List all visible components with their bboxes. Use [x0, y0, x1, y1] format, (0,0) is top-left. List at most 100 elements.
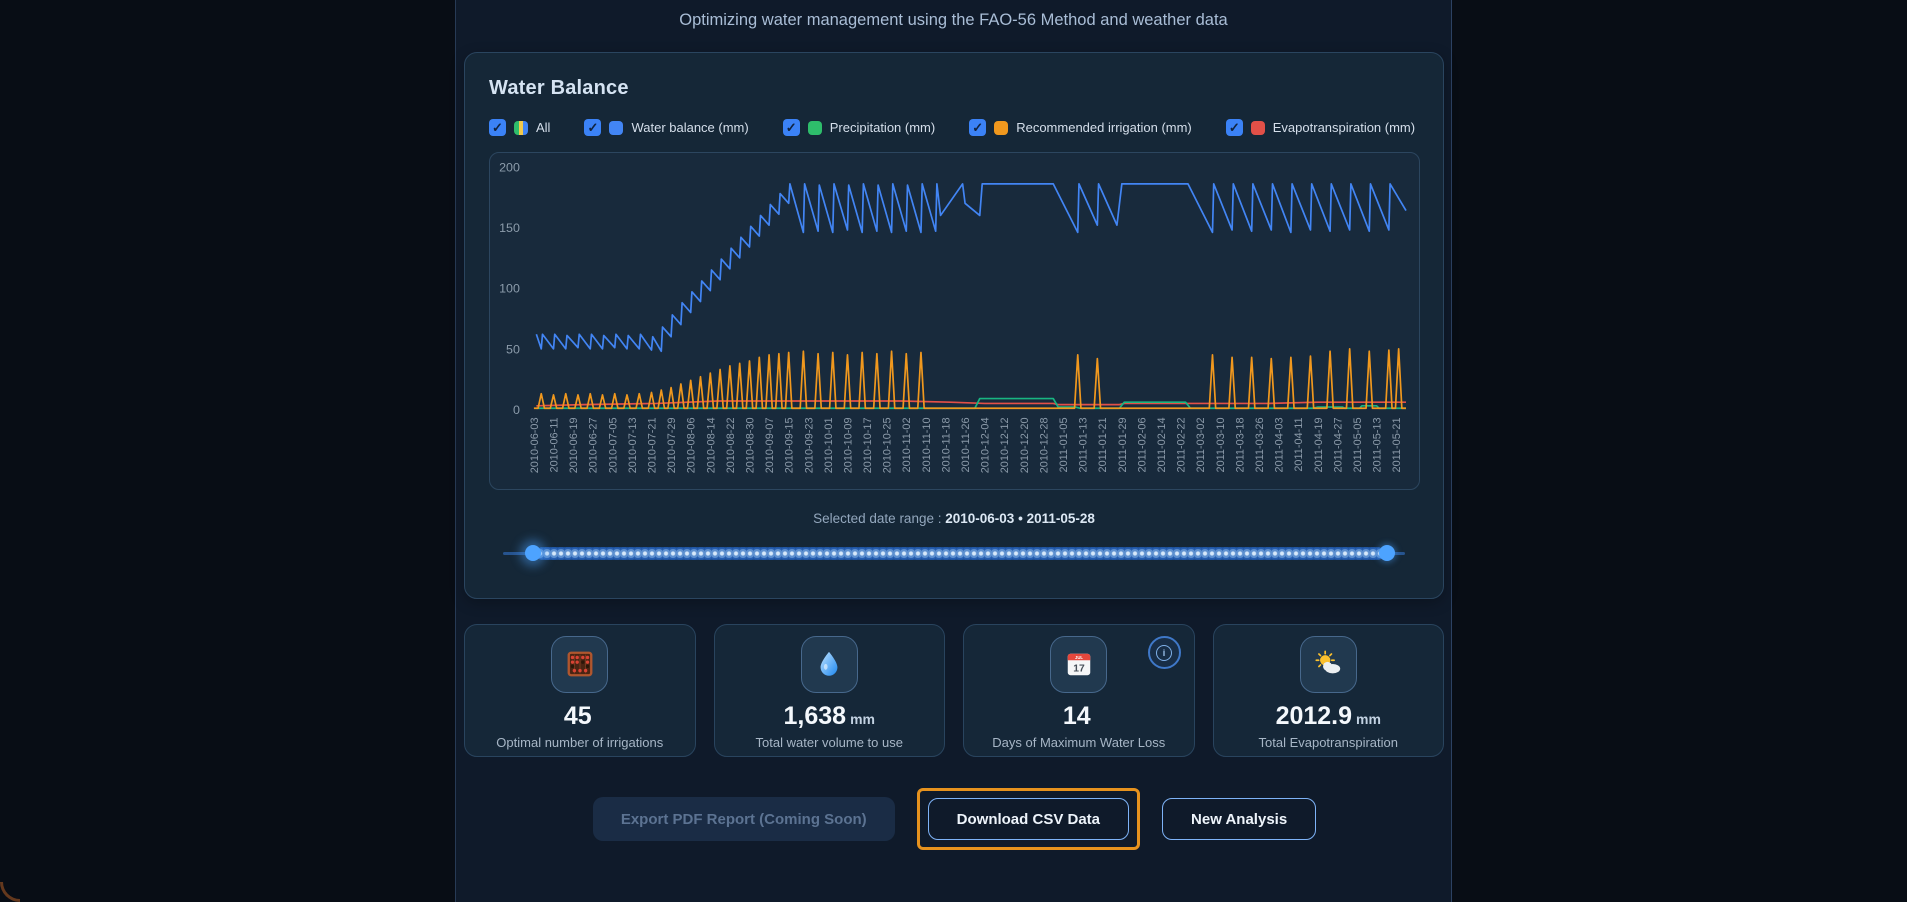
legend-item-evapotranspiration[interactable]: ✓ Evapotranspiration (mm): [1225, 119, 1416, 136]
svg-text:2010-10-01: 2010-10-01: [823, 417, 835, 473]
svg-text:150: 150: [499, 221, 520, 235]
svg-text:2010-11-10: 2010-11-10: [921, 417, 933, 472]
date-range-slider[interactable]: [503, 542, 1405, 564]
checkbox-recommended-irrigation[interactable]: ✓: [969, 119, 987, 136]
legend-item-all[interactable]: ✓ All: [489, 119, 550, 136]
water-balance-chart: 200 150 100 50 0 2010-06-03 2010-06-11 2010-06-…: [489, 152, 1420, 490]
svg-text:2010-12-20: 2010-12-20: [1019, 417, 1031, 473]
slider-thumb-end[interactable]: [1379, 545, 1395, 561]
legend-item-recommended-irrigation[interactable]: ✓ Recommended irrigation (mm): [969, 119, 1192, 136]
legend-swatch-water-balance: [609, 120, 624, 135]
slider-rail-left: [503, 552, 533, 555]
svg-text:2011-02-14: 2011-02-14: [1156, 417, 1168, 472]
date-range-separator: •: [1018, 511, 1023, 526]
new-analysis-button[interactable]: New Analysis: [1162, 798, 1317, 840]
stat-value: 14: [1063, 702, 1095, 731]
legend-item-water-balance[interactable]: ✓ Water balance (mm): [584, 119, 749, 136]
checkbox-precipitation[interactable]: ✓: [782, 119, 800, 136]
svg-text:2011-05-05: 2011-05-05: [1352, 417, 1364, 472]
abacus-icon: [551, 635, 609, 693]
main-panel: Optimizing water management using the FA…: [455, 0, 1452, 902]
svg-text:2011-01-21: 2011-01-21: [1097, 417, 1109, 472]
svg-text:2010-07-05: 2010-07-05: [607, 417, 619, 473]
stat-number: 1,638: [783, 701, 847, 730]
svg-text:2010-11-18: 2010-11-18: [940, 417, 952, 472]
slider-track[interactable]: [536, 547, 1384, 560]
stat-label: Total Evapotranspiration: [1258, 734, 1398, 750]
svg-text:2011-03-26: 2011-03-26: [1254, 417, 1266, 472]
corner-accent-decoration: [0, 882, 20, 902]
legend-label: All: [536, 120, 551, 135]
download-csv-button[interactable]: Download CSV Data: [927, 798, 1130, 840]
export-pdf-button[interactable]: Export PDF Report (Coming Soon): [592, 797, 895, 841]
legend-label: Recommended irrigation (mm): [1016, 120, 1192, 135]
annotation-highlight-box: Download CSV Data: [916, 788, 1141, 850]
svg-text:2011-03-02: 2011-03-02: [1195, 417, 1207, 472]
legend-label: Precipitation (mm): [829, 120, 936, 135]
legend-label: Evapotranspiration (mm): [1272, 120, 1416, 135]
svg-text:2011-05-13: 2011-05-13: [1372, 417, 1384, 472]
stat-label: Days of Maximum Water Loss: [992, 734, 1166, 750]
checkbox-evapotranspiration[interactable]: ✓: [1225, 119, 1243, 136]
chart-legend: ✓ All ✓ Water balance (mm) ✓ Precipitati…: [489, 119, 1419, 136]
svg-text:2010-07-29: 2010-07-29: [666, 417, 678, 473]
svg-text:2010-06-03: 2010-06-03: [529, 417, 541, 473]
slider-thumb-start[interactable]: [525, 545, 541, 561]
water-balance-heading: Water Balance: [489, 77, 629, 99]
stat-label: Optimal number of irrigations: [496, 734, 664, 750]
stat-number: 14: [1062, 701, 1091, 730]
stat-unit: mm: [850, 710, 875, 727]
svg-text:2010-10-17: 2010-10-17: [862, 417, 874, 473]
stat-number: 2012.9: [1275, 701, 1353, 730]
svg-text:2010-11-26: 2010-11-26: [960, 417, 972, 472]
svg-text:2010-09-15: 2010-09-15: [784, 417, 796, 473]
date-range-end: 2011-05-28: [1026, 511, 1095, 526]
svg-text:2010-06-11: 2010-06-11: [548, 417, 560, 472]
stat-unit: mm: [1356, 710, 1381, 727]
svg-text:2011-03-18: 2011-03-18: [1234, 417, 1246, 472]
checkbox-water-balance[interactable]: ✓: [584, 119, 602, 136]
svg-text:200: 200: [499, 160, 520, 174]
svg-text:2010-12-04: 2010-12-04: [980, 417, 992, 473]
svg-text:2010-09-07: 2010-09-07: [764, 417, 776, 473]
stat-number: 45: [563, 701, 592, 730]
svg-text:2010-12-12: 2010-12-12: [999, 417, 1011, 473]
svg-text:JUL: JUL: [1075, 655, 1083, 660]
svg-text:2011-04-19: 2011-04-19: [1313, 417, 1325, 472]
sun-cloud-icon: [1299, 635, 1357, 693]
svg-text:2010-06-27: 2010-06-27: [588, 417, 600, 473]
svg-text:2011-01-05: 2011-01-05: [1058, 417, 1070, 472]
svg-text:2010-11-02: 2010-11-02: [901, 417, 913, 472]
legend-swatch-precipitation: [807, 120, 822, 135]
svg-text:2010-06-19: 2010-06-19: [568, 417, 580, 473]
water-balance-card: Water Balance ✓ All ✓ Water balance (mm)…: [464, 52, 1444, 599]
date-range-prefix: Selected date range :: [813, 511, 942, 526]
svg-text:2010-07-13: 2010-07-13: [627, 417, 639, 473]
svg-text:2011-04-11: 2011-04-11: [1293, 417, 1305, 471]
legend-swatch-all: [514, 120, 528, 135]
svg-text:2011-02-22: 2011-02-22: [1176, 417, 1188, 472]
stat-card-max-water-loss: i JUL 17 14 Days of Maximum Water Loss: [963, 624, 1195, 757]
checkbox-all[interactable]: ✓: [489, 119, 506, 136]
svg-text:2010-08-30: 2010-08-30: [744, 417, 756, 473]
svg-text:2010-08-06: 2010-08-06: [686, 417, 698, 473]
droplet-icon: [800, 635, 858, 693]
stat-value: 45: [564, 702, 596, 731]
svg-text:2011-02-06: 2011-02-06: [1136, 417, 1148, 472]
svg-text:2010-08-14: 2010-08-14: [705, 417, 717, 473]
legend-swatch-evapotranspiration: [1250, 120, 1265, 135]
selected-date-range: Selected date range : 2010-06-03 • 2011-…: [489, 511, 1419, 526]
actions-row: Export PDF Report (Coming Soon) Download…: [456, 788, 1453, 850]
page-title: Optimizing water management using the FA…: [679, 11, 1228, 29]
svg-text:2011-01-29: 2011-01-29: [1117, 417, 1129, 472]
legend-item-precipitation[interactable]: ✓ Precipitation (mm): [782, 119, 936, 136]
stat-card-water-volume: 1,638 mm Total water volume to use: [713, 624, 945, 757]
stats-row: 45 Optimal number of irrigations: [464, 624, 1444, 757]
stat-card-irrigations: 45 Optimal number of irrigations: [464, 624, 696, 757]
svg-text:2010-10-09: 2010-10-09: [842, 417, 854, 473]
svg-text:2011-05-21: 2011-05-21: [1391, 417, 1403, 472]
info-glyph: i: [1156, 644, 1172, 661]
chart-canvas: 200 150 100 50 0 2010-06-03 2010-06-11 2010-06-…: [499, 160, 1407, 473]
info-icon[interactable]: i: [1147, 636, 1181, 669]
